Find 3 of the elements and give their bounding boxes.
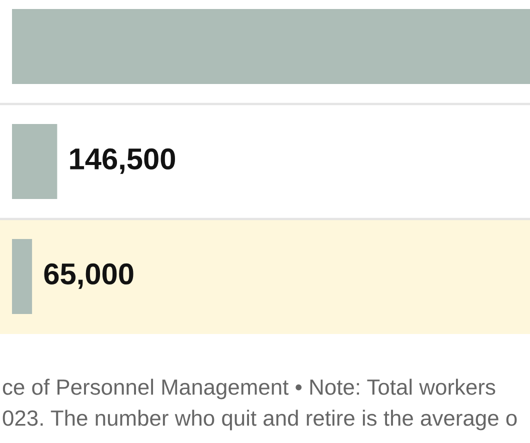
data-label: 146,500 bbox=[70, 148, 175, 174]
text: 023. The number who quit and retire is the average o bbox=[2, 410, 517, 430]
text: ce of Personnel Management • Note: Total workers bbox=[2, 378, 496, 400]
